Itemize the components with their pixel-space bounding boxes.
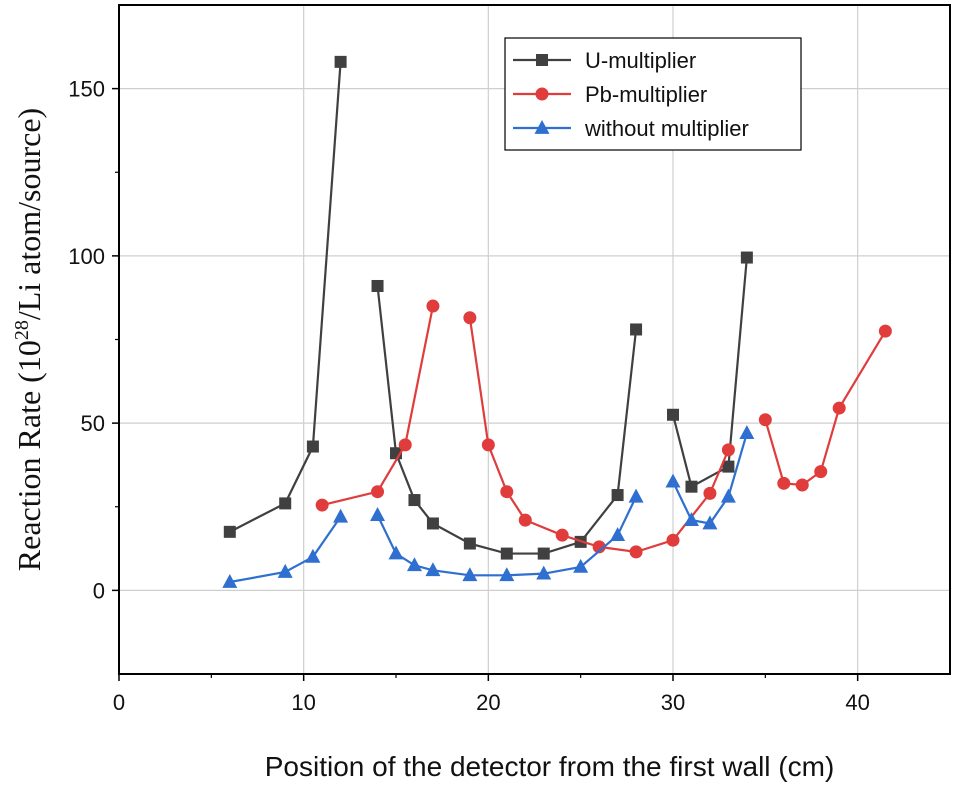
data-point-pb-multiplier [666, 533, 680, 547]
y-tick-label: 50 [81, 411, 105, 436]
y-axis-label-exponent: 28 [11, 320, 33, 340]
axis-ticks: 0 10 20 30 40 0 50 100 150 [68, 77, 870, 715]
series-line-pb-multiplier [764, 330, 887, 487]
legend-label: U-multiplier [585, 48, 696, 73]
x-tick-label: 30 [661, 690, 685, 715]
data-point-u-multiplier [223, 525, 236, 538]
y-axis-label: Reaction Rate (1028/Li atom/source) [11, 108, 47, 571]
data-point-u-multiplier [463, 537, 476, 550]
series-line-pb-multiplier [321, 305, 435, 507]
x-axis-label: Position of the detector from the first … [265, 751, 835, 782]
series-line-u-multiplier [229, 61, 342, 533]
legend-swatch-marker [534, 119, 550, 134]
data-point-pb-multiplier [758, 413, 772, 427]
data-point-pb-multiplier [481, 438, 495, 452]
legend-entries: U-multiplier Pb-multiplier without multipl… [513, 48, 749, 141]
data-point-pb-multiplier [878, 324, 892, 338]
data-point-u-multiplier [611, 489, 624, 502]
data-point-pb-multiplier [592, 540, 606, 554]
x-tick-label: 20 [476, 690, 500, 715]
legend-label: without multiplier [584, 116, 749, 141]
data-point-u-multiplier [667, 408, 679, 421]
y-tick-label: 0 [93, 578, 105, 603]
data-point-pb-multiplier [518, 513, 532, 527]
series-line-without-multiplier [229, 516, 342, 584]
series-layer [222, 55, 892, 588]
data-point-without-multiplier [462, 567, 478, 582]
legend-label: Pb-multiplier [585, 82, 707, 107]
series-pb-multiplier [315, 299, 892, 559]
data-point-without-multiplier [499, 567, 515, 582]
data-point-without-multiplier [425, 562, 441, 577]
y-tick-label: 100 [68, 244, 105, 269]
data-point-without-multiplier [222, 573, 238, 588]
legend-entry-u-multiplier: U-multiplier [513, 48, 696, 73]
data-point-u-multiplier [537, 547, 550, 560]
data-point-without-multiplier [277, 563, 293, 578]
data-point-without-multiplier [610, 527, 626, 542]
data-point-without-multiplier [536, 565, 552, 580]
legend-entry-pb-multiplier: Pb-multiplier [513, 82, 707, 107]
data-point-pb-multiplier [832, 401, 846, 415]
data-point-u-multiplier [306, 440, 319, 453]
series-line-without-multiplier [376, 496, 638, 577]
data-point-without-multiplier [406, 557, 422, 572]
data-point-without-multiplier [628, 488, 644, 503]
data-point-u-multiplier [279, 497, 292, 510]
data-point-without-multiplier [305, 548, 321, 563]
series-line-u-multiplier [671, 257, 748, 489]
x-tick-label: 10 [291, 690, 315, 715]
data-point-pb-multiplier [777, 476, 791, 490]
data-point-pb-multiplier [315, 498, 329, 512]
legend: U-multiplier Pb-multiplier without multipl… [504, 37, 802, 151]
data-point-without-multiplier [665, 473, 681, 488]
data-point-pb-multiplier [500, 485, 514, 499]
data-point-without-multiplier [683, 512, 699, 526]
data-point-u-multiplier [334, 55, 347, 68]
y-axis-label-main: Reaction Rate (10 [11, 340, 47, 571]
data-point-pb-multiplier [795, 478, 809, 492]
data-point-without-multiplier [333, 508, 349, 523]
series-line-u-multiplier [376, 285, 638, 555]
legend-entry-without-multiplier: without multiplier [513, 116, 749, 141]
data-point-pb-multiplier [371, 485, 385, 499]
data-point-u-multiplier [630, 323, 643, 336]
data-point-without-multiplier [370, 507, 386, 521]
data-point-without-multiplier [739, 425, 755, 440]
series-line-without-multiplier [672, 432, 748, 525]
data-point-pb-multiplier [629, 545, 643, 559]
y-axis-label-tail: /Li atom/source) [11, 108, 47, 320]
data-point-u-multiplier [685, 480, 698, 493]
legend-swatch-marker [535, 87, 549, 101]
data-point-u-multiplier [500, 547, 513, 560]
data-point-u-multiplier [371, 279, 384, 292]
data-point-without-multiplier [388, 545, 404, 560]
legend-swatch-marker [536, 54, 548, 66]
data-point-pb-multiplier [426, 299, 440, 313]
data-point-pb-multiplier [463, 311, 477, 325]
data-point-pb-multiplier [721, 443, 735, 457]
data-point-u-multiplier [426, 517, 439, 530]
series-without-multiplier [222, 425, 755, 588]
data-point-pb-multiplier [398, 438, 412, 452]
data-point-pb-multiplier [814, 465, 828, 479]
data-point-u-multiplier [740, 251, 753, 264]
data-point-without-multiplier [702, 515, 718, 530]
data-point-u-multiplier [408, 494, 421, 507]
data-point-u-multiplier [722, 460, 735, 473]
y-tick-label: 150 [68, 77, 105, 102]
data-point-without-multiplier [573, 558, 589, 573]
x-tick-label: 40 [845, 690, 869, 715]
data-point-without-multiplier [720, 488, 736, 503]
data-point-pb-multiplier [703, 486, 717, 500]
x-tick-label: 0 [113, 690, 125, 715]
data-point-pb-multiplier [555, 528, 569, 542]
